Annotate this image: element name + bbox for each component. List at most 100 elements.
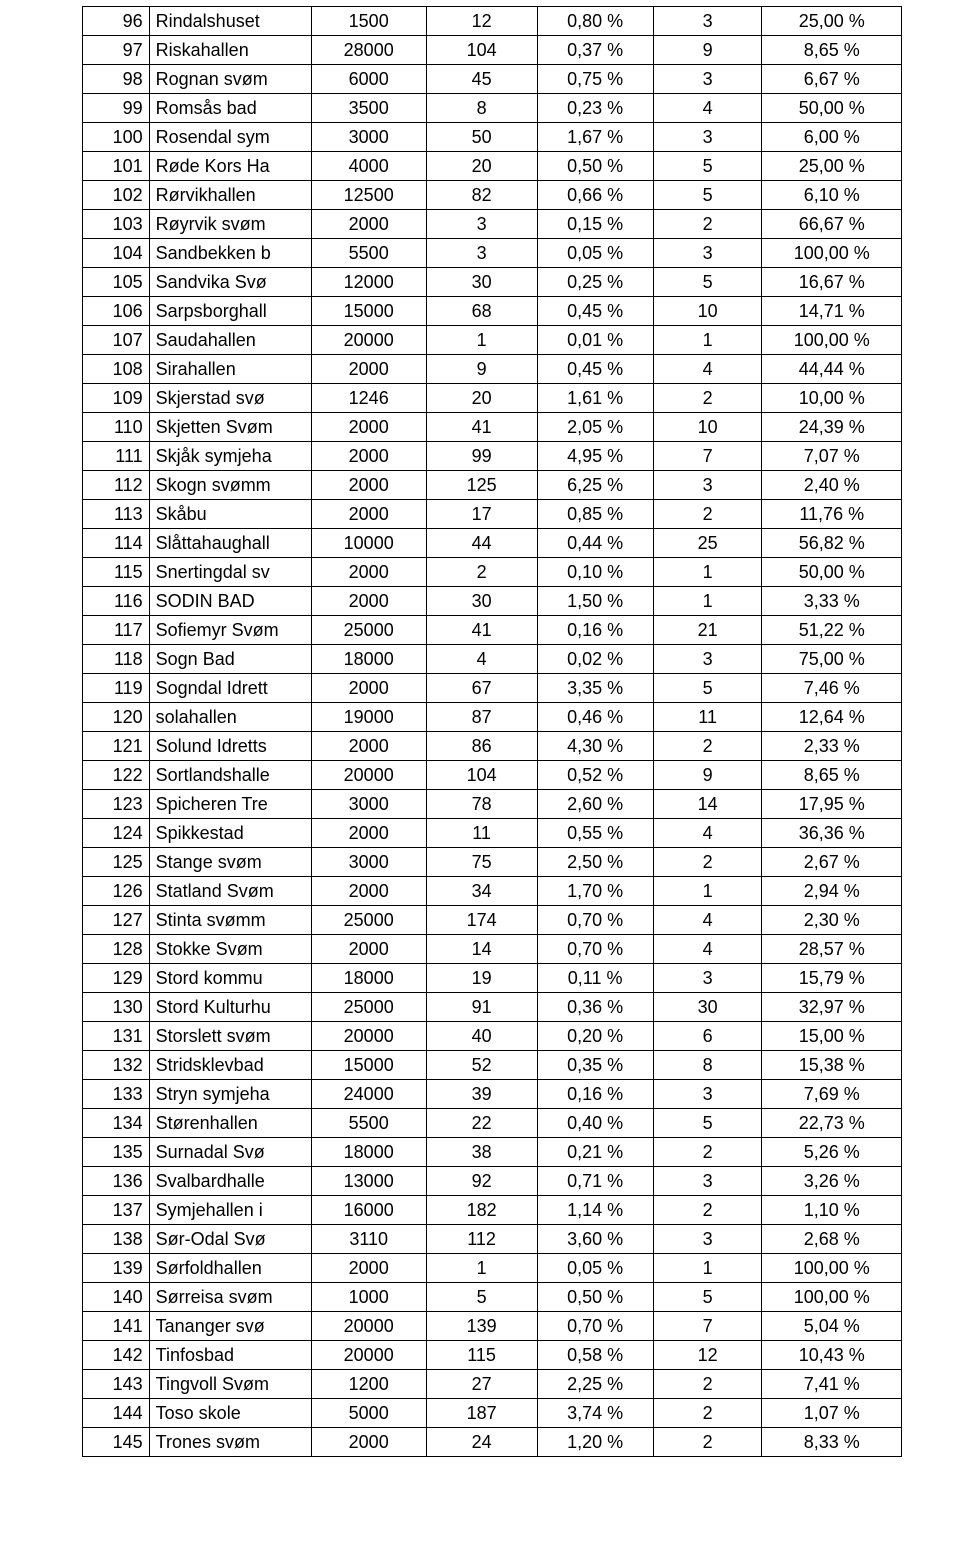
row-col-b: 67 — [426, 674, 537, 703]
row-col-a: 3000 — [311, 790, 426, 819]
row-number: 117 — [83, 616, 150, 645]
row-col-e: 5,26 % — [762, 1138, 902, 1167]
row-col-e: 22,73 % — [762, 1109, 902, 1138]
row-number: 100 — [83, 123, 150, 152]
row-col-e: 28,57 % — [762, 935, 902, 964]
row-name: Stridsklevbad — [149, 1051, 311, 1080]
row-col-d: 3 — [653, 1080, 762, 1109]
row-name: Røde Kors Ha — [149, 152, 311, 181]
row-col-e: 2,40 % — [762, 471, 902, 500]
row-name: Spicheren Tre — [149, 790, 311, 819]
table-row: 137Symjehallen i160001821,14 %21,10 % — [83, 1196, 902, 1225]
table-row: 122Sortlandshalle200001040,52 %98,65 % — [83, 761, 902, 790]
row-col-a: 3110 — [311, 1225, 426, 1254]
row-col-a: 20000 — [311, 1341, 426, 1370]
table-row: 99Romsås bad350080,23 %450,00 % — [83, 94, 902, 123]
row-col-b: 4 — [426, 645, 537, 674]
row-col-c: 0,16 % — [537, 1080, 653, 1109]
row-col-d: 5 — [653, 152, 762, 181]
row-col-c: 0,36 % — [537, 993, 653, 1022]
table-row: 96Rindalshuset1500120,80 %325,00 % — [83, 7, 902, 36]
row-col-b: 38 — [426, 1138, 537, 1167]
row-col-e: 50,00 % — [762, 558, 902, 587]
row-col-e: 3,26 % — [762, 1167, 902, 1196]
row-col-c: 6,25 % — [537, 471, 653, 500]
table-row: 130Stord Kulturhu25000910,36 %3032,97 % — [83, 993, 902, 1022]
row-col-c: 0,71 % — [537, 1167, 653, 1196]
row-col-e: 8,65 % — [762, 761, 902, 790]
row-number: 122 — [83, 761, 150, 790]
row-col-b: 20 — [426, 152, 537, 181]
row-col-e: 51,22 % — [762, 616, 902, 645]
row-col-e: 50,00 % — [762, 94, 902, 123]
row-name: Sirahallen — [149, 355, 311, 384]
row-col-d: 3 — [653, 65, 762, 94]
row-name: Rindalshuset — [149, 7, 311, 36]
row-col-a: 2000 — [311, 471, 426, 500]
row-col-c: 0,25 % — [537, 268, 653, 297]
table-row: 128Stokke Svøm2000140,70 %428,57 % — [83, 935, 902, 964]
row-col-d: 2 — [653, 1138, 762, 1167]
table-row: 98Rognan svøm6000450,75 %36,67 % — [83, 65, 902, 94]
row-col-e: 100,00 % — [762, 326, 902, 355]
table-row: 104Sandbekken b550030,05 %3100,00 % — [83, 239, 902, 268]
row-name: Surnadal Svø — [149, 1138, 311, 1167]
row-col-a: 20000 — [311, 761, 426, 790]
row-number: 145 — [83, 1428, 150, 1457]
row-col-b: 1 — [426, 326, 537, 355]
row-name: Skjerstad svø — [149, 384, 311, 413]
row-col-b: 125 — [426, 471, 537, 500]
row-col-b: 41 — [426, 616, 537, 645]
row-col-e: 66,67 % — [762, 210, 902, 239]
row-name: solahallen — [149, 703, 311, 732]
table-row: 126Statland Svøm2000341,70 %12,94 % — [83, 877, 902, 906]
row-col-d: 2 — [653, 732, 762, 761]
row-col-b: 22 — [426, 1109, 537, 1138]
row-col-c: 0,50 % — [537, 152, 653, 181]
row-col-d: 30 — [653, 993, 762, 1022]
table-row: 144Toso skole50001873,74 %21,07 % — [83, 1399, 902, 1428]
table-row: 123Spicheren Tre3000782,60 %1417,95 % — [83, 790, 902, 819]
row-col-d: 5 — [653, 674, 762, 703]
row-name: Stord Kulturhu — [149, 993, 311, 1022]
row-name: Symjehallen i — [149, 1196, 311, 1225]
row-number: 134 — [83, 1109, 150, 1138]
table-row: 119Sogndal Idrett2000673,35 %57,46 % — [83, 674, 902, 703]
row-col-c: 0,01 % — [537, 326, 653, 355]
row-col-d: 5 — [653, 1283, 762, 1312]
table-row: 129Stord kommu18000190,11 %315,79 % — [83, 964, 902, 993]
row-col-d: 4 — [653, 935, 762, 964]
row-col-a: 15000 — [311, 297, 426, 326]
row-col-a: 5500 — [311, 1109, 426, 1138]
table-row: 125Stange svøm3000752,50 %22,67 % — [83, 848, 902, 877]
row-col-c: 0,11 % — [537, 964, 653, 993]
row-col-e: 2,94 % — [762, 877, 902, 906]
row-col-d: 3 — [653, 123, 762, 152]
row-col-b: 8 — [426, 94, 537, 123]
row-number: 139 — [83, 1254, 150, 1283]
row-col-a: 25000 — [311, 906, 426, 935]
row-col-a: 16000 — [311, 1196, 426, 1225]
row-col-a: 1000 — [311, 1283, 426, 1312]
row-col-c: 1,61 % — [537, 384, 653, 413]
row-col-c: 0,05 % — [537, 1254, 653, 1283]
row-col-e: 11,76 % — [762, 500, 902, 529]
row-col-d: 1 — [653, 326, 762, 355]
row-col-c: 1,67 % — [537, 123, 653, 152]
row-col-b: 44 — [426, 529, 537, 558]
row-col-b: 68 — [426, 297, 537, 326]
row-number: 109 — [83, 384, 150, 413]
row-col-c: 2,25 % — [537, 1370, 653, 1399]
table-row: 136Svalbardhalle13000920,71 %33,26 % — [83, 1167, 902, 1196]
row-col-e: 100,00 % — [762, 1283, 902, 1312]
row-number: 111 — [83, 442, 150, 471]
row-col-e: 8,33 % — [762, 1428, 902, 1457]
row-name: Spikkestad — [149, 819, 311, 848]
row-col-c: 0,75 % — [537, 65, 653, 94]
row-col-c: 0,15 % — [537, 210, 653, 239]
table-row: 132Stridsklevbad15000520,35 %815,38 % — [83, 1051, 902, 1080]
row-col-d: 9 — [653, 36, 762, 65]
row-name: Sarpsborghall — [149, 297, 311, 326]
row-col-e: 15,79 % — [762, 964, 902, 993]
row-col-e: 25,00 % — [762, 152, 902, 181]
